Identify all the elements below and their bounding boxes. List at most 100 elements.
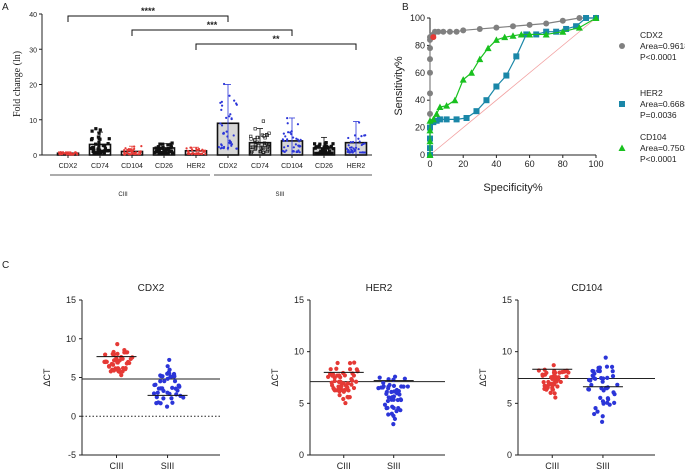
panel-a-data-point xyxy=(292,136,295,139)
panel-c-data-point xyxy=(165,364,170,369)
panel-a-group-ciii: CIII xyxy=(118,192,128,198)
panel-a-data-point xyxy=(70,153,73,156)
panel-b-chart: 002020404060608080100100CDX2Area=0.9618P… xyxy=(410,13,685,169)
panel-b-x-tick-label: 0 xyxy=(427,159,432,169)
panel-a-data-point xyxy=(170,151,175,155)
panel-a-category-label: HER2 xyxy=(347,163,366,170)
panel-a-data-point xyxy=(322,151,326,156)
panel-b-roc-point xyxy=(460,27,467,34)
panel-a-data-point xyxy=(105,149,110,153)
panel-c-data-point xyxy=(178,393,183,399)
panel-a-data-point xyxy=(195,152,198,156)
panel-c-data-point xyxy=(549,375,554,380)
panel-a-data-point xyxy=(318,142,322,146)
panel-c-title-her2: HER2 xyxy=(366,283,393,294)
panel-a-category-label: CD26 xyxy=(155,163,173,170)
panel-a-data-point xyxy=(331,147,335,151)
panel-a-data-point xyxy=(249,145,253,150)
panel-b-legend-p: P<0.0001 xyxy=(640,52,677,62)
panel-a-data-point xyxy=(193,152,196,156)
panel-c-data-point xyxy=(158,379,163,384)
panel-c-data-point xyxy=(167,371,172,376)
panel-c-data-point xyxy=(351,385,357,391)
panel-a-data-point xyxy=(320,147,325,151)
panel-c-data-point xyxy=(172,379,178,384)
panel-c-data-point xyxy=(173,386,178,391)
panel-a-data-point xyxy=(200,152,204,156)
panel-a-data-point xyxy=(203,149,207,152)
panel-c-data-point xyxy=(612,400,617,406)
panel-c-data-point xyxy=(391,397,396,402)
panel-a-data-point xyxy=(73,152,76,155)
panel-c-data-point xyxy=(117,358,122,363)
panel-a-data-point xyxy=(166,143,170,147)
panel-a-data-point xyxy=(226,135,229,138)
panel-a-data-point xyxy=(328,151,332,156)
panel-a-data-point xyxy=(190,146,193,149)
panel-c-data-point xyxy=(172,374,177,379)
panel-a-data-point xyxy=(314,151,318,156)
panel-a-data-point xyxy=(128,149,131,152)
panel-a-data-point xyxy=(357,147,360,151)
panel-a-data-point xyxy=(68,152,71,156)
panel-b-roc-point xyxy=(526,30,534,38)
panel-a-data-point xyxy=(197,153,200,156)
panel-a-data-point xyxy=(284,135,287,138)
panel-c-y-tick-label: 0 xyxy=(507,450,512,460)
panel-b-roc-point xyxy=(476,55,484,63)
panel-c-data-point xyxy=(396,389,401,394)
panel-c-data-point xyxy=(551,363,556,368)
panel-b-y-tick-label: 80 xyxy=(415,40,425,50)
panel-c-data-point xyxy=(103,352,108,357)
panel-a-data-point xyxy=(222,145,226,149)
panel-b-y-tick-label: 20 xyxy=(415,123,425,133)
panel-b-roc-point xyxy=(493,24,500,31)
panel-c-data-point xyxy=(556,377,561,382)
panel-c-data-point xyxy=(389,389,394,395)
panel-c-data-point xyxy=(128,356,133,362)
panel-a-data-point xyxy=(195,147,198,150)
panel-c-data-point xyxy=(386,412,391,417)
panel-a-data-point xyxy=(296,123,300,126)
panel-b-roc-point xyxy=(483,97,490,104)
panel-a-data-point xyxy=(185,147,188,150)
panel-c-data-point xyxy=(170,400,175,405)
panel-c-data-point xyxy=(384,391,389,396)
panel-a-data-point xyxy=(96,148,100,152)
panel-c-data-point xyxy=(593,405,598,411)
panel-a-data-point xyxy=(139,151,142,154)
panel-a-data-point xyxy=(263,136,267,140)
panel-a-data-point xyxy=(228,94,231,97)
panel-b-legend-area: Area=0.6688 xyxy=(640,99,685,109)
panel-a-data-point xyxy=(267,142,271,146)
panel-b-roc-point xyxy=(427,45,433,52)
panel-a-data-point xyxy=(97,144,101,148)
panel-c-data-point xyxy=(564,374,569,379)
panel-a-data-point xyxy=(358,140,361,143)
panel-b-roc-point xyxy=(433,110,441,117)
panel-a-data-point xyxy=(295,137,298,140)
panel-c-data-point xyxy=(331,386,336,392)
panel-c-data-point xyxy=(158,401,163,406)
panel-a-data-point xyxy=(360,135,363,138)
panel-c-data-point xyxy=(600,379,605,384)
panel-c-data-point xyxy=(347,367,353,372)
panel-c-data-point xyxy=(598,395,603,400)
panel-b-roc-point xyxy=(553,28,560,35)
panel-a-data-point xyxy=(153,151,157,155)
panel-b-roc-point xyxy=(543,20,550,27)
panel-c-data-point xyxy=(385,405,390,411)
panel-b-cutoff-point xyxy=(430,34,437,41)
panel-b-roc-point xyxy=(446,28,453,35)
panel-a-data-point xyxy=(106,142,110,146)
panel-a-data-point xyxy=(326,145,330,149)
panel-a-category-label: CD26 xyxy=(315,163,333,170)
panel-c-data-point xyxy=(110,367,115,372)
panel-c-data-point xyxy=(109,361,114,367)
panel-a-data-point xyxy=(350,146,353,149)
panel-b-roc-point xyxy=(436,116,443,123)
panel-b-roc-point xyxy=(473,108,480,115)
panel-b-roc-point xyxy=(453,116,460,123)
panel-a-data-point xyxy=(107,137,111,141)
panel-c-data-point xyxy=(553,395,558,400)
